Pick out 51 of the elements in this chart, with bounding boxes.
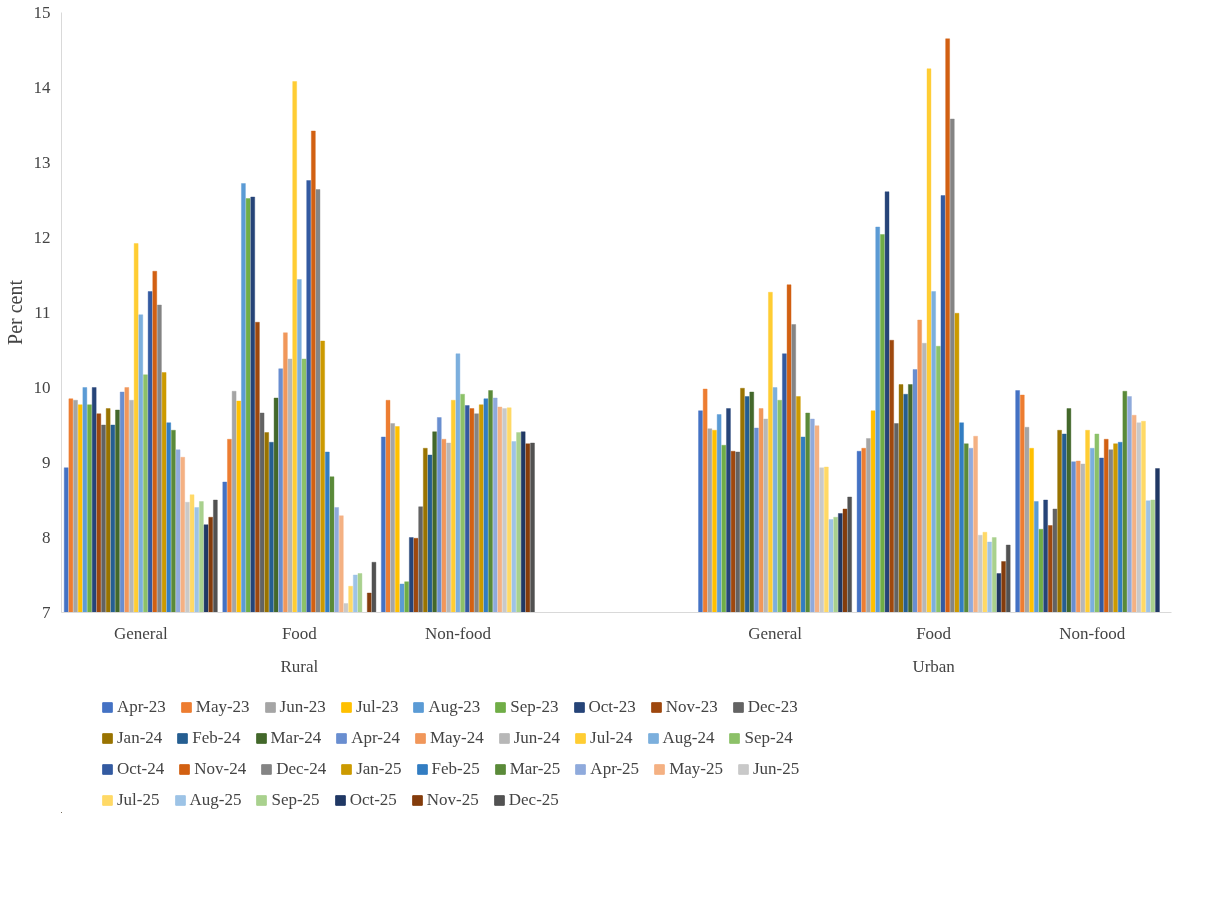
legend-label: Sep-24 (744, 728, 793, 748)
legend-label: Dec-25 (508, 790, 559, 810)
y-tick-label: 10 (33, 378, 51, 397)
legend-label: Jun-24 (513, 728, 561, 748)
legend-label: May-23 (195, 697, 250, 717)
legend-label: May-25 (669, 759, 723, 779)
legend-label: Jun-25 (752, 759, 800, 779)
y-tick-label: 13 (33, 153, 51, 172)
legend-label: Dec-23 (747, 697, 798, 717)
y-tick-label: 11 (34, 303, 51, 322)
y-tick-label: 14 (33, 78, 51, 97)
y-tick-label: 12 (33, 228, 51, 247)
x-tick-label: Non-food (1059, 623, 1126, 643)
x-tick-label: Food (281, 623, 318, 643)
x-tick-label: General (748, 623, 803, 643)
legend-label: Apr-24 (351, 728, 400, 748)
legend-label: Mar-25 (509, 759, 561, 779)
x-tick-label: Food (916, 623, 952, 643)
legend-label: Jul-23 (355, 697, 399, 717)
x-tick-label: General (113, 623, 168, 643)
legend-label: Aug-24 (662, 728, 715, 748)
y-tick-label: 15 (33, 3, 51, 22)
legend-label: Jul-25 (117, 790, 160, 810)
legend-label: Jun-23 (279, 697, 326, 717)
legend-label: Aug-25 (189, 790, 242, 810)
legend-label: Jan-25 (356, 759, 402, 779)
y-tick-label: 9 (42, 453, 51, 472)
legend-label: Apr-23 (117, 697, 166, 717)
legend-label: Sep-25 (271, 790, 320, 810)
y-tick-label: 7 (42, 603, 51, 622)
text: Urban (912, 656, 956, 676)
legend-label: Aug-23 (428, 697, 481, 717)
legend-label: Feb-25 (431, 759, 480, 779)
legend-label: Feb-24 (192, 728, 241, 748)
legend-label: Nov-25 (426, 790, 479, 810)
legend-label: Sep-23 (510, 697, 559, 717)
text: Rural (280, 656, 319, 676)
y-axis-title: Per cent (3, 279, 26, 345)
legend-label: Oct-23 (588, 697, 636, 717)
legend-label: Apr-25 (590, 759, 640, 779)
legend-label: Mar-24 (270, 728, 322, 748)
legend-label: May-24 (429, 728, 484, 748)
legend-label: Nov-24 (194, 759, 247, 779)
y-tick-label: 8 (42, 528, 51, 547)
legend-label: Dec-24 (276, 759, 327, 779)
legend-label: Jul-24 (590, 728, 633, 748)
legend-label: Oct-24 (117, 759, 165, 779)
x-tick-label: Non-food (424, 623, 492, 643)
legend-label: Jan-24 (117, 728, 163, 748)
legend-label: Nov-23 (665, 697, 718, 717)
legend-label: Oct-25 (349, 790, 397, 810)
